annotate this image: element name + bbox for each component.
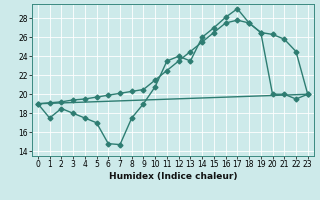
X-axis label: Humidex (Indice chaleur): Humidex (Indice chaleur) xyxy=(108,172,237,181)
